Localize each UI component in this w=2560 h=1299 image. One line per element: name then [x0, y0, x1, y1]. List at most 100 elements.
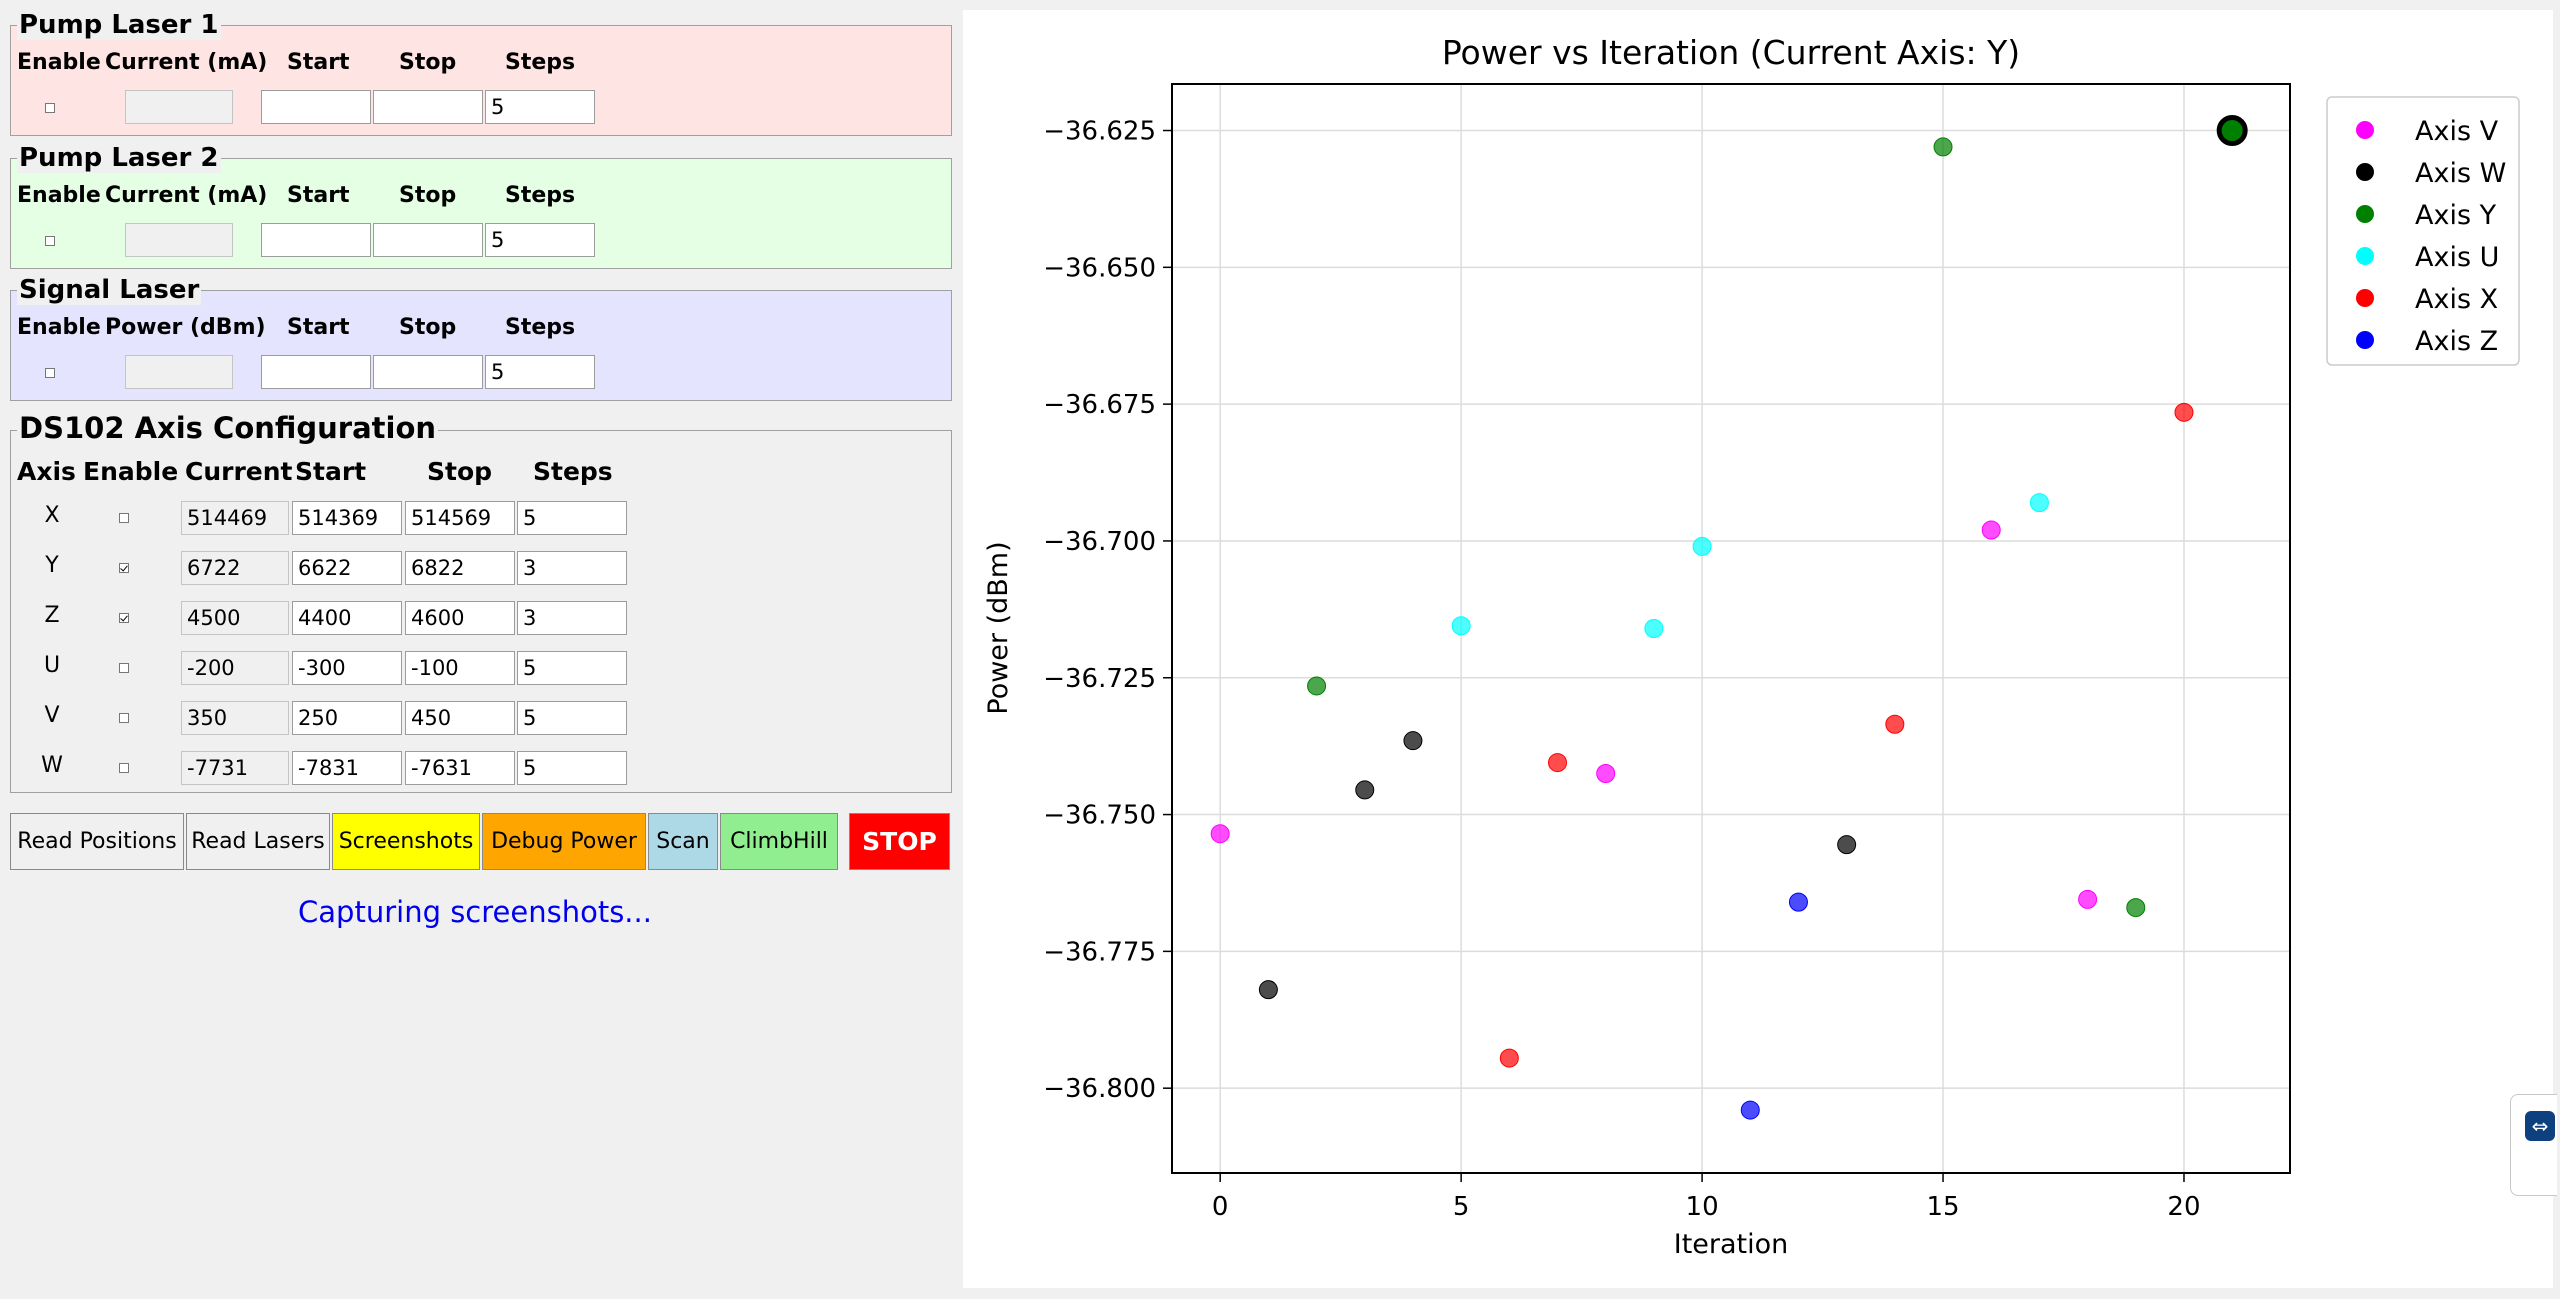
- axis-y-stop-field[interactable]: 6822: [405, 551, 515, 585]
- legend-box: [2326, 96, 2520, 366]
- legend-entry: Axis Z: [2415, 326, 2498, 357]
- axis-x-enable-checkbox[interactable]: [119, 513, 129, 523]
- pump1-start-field[interactable]: [261, 90, 371, 124]
- chart-title: Power vs Iteration (Current Axis: Y): [1442, 33, 2020, 72]
- pump1-start-header: Start: [287, 50, 350, 75]
- data-point-axis-x: [2174, 402, 2194, 422]
- pump1-stop-field[interactable]: [373, 90, 483, 124]
- pump2-start-field[interactable]: [261, 223, 371, 257]
- data-point-axis-z: [1740, 1100, 1760, 1120]
- legend-marker: [2356, 289, 2374, 307]
- axis-v-stop-field[interactable]: 450: [405, 701, 515, 735]
- axis-w-start-field[interactable]: -7831: [292, 751, 402, 785]
- pump1-steps-header: Steps: [505, 50, 576, 75]
- plot-canvas: Power vs Iteration (Current Axis: Y) 0 5 1…: [963, 10, 2553, 1288]
- signal-laser-panel: Signal Laser Enable Power (dBm) Start St…: [10, 275, 952, 401]
- teamviewer-icon: ⇔: [2525, 1111, 2555, 1141]
- axis-u-steps-field[interactable]: 5: [517, 651, 627, 685]
- axis-z-label: Z: [44, 603, 60, 628]
- legend-marker: [2356, 331, 2374, 349]
- axis-u-current-field[interactable]: -200: [181, 651, 289, 685]
- axis-y-start-field[interactable]: 6622: [292, 551, 402, 585]
- signal-start-field[interactable]: [261, 355, 371, 389]
- axis-z-current-field[interactable]: 4500: [181, 601, 289, 635]
- axis-v-enable-checkbox[interactable]: [119, 713, 129, 723]
- axis-x-steps-field[interactable]: 5: [517, 501, 627, 535]
- read-positions-button[interactable]: Read Positions: [10, 813, 184, 870]
- data-point-axis-x: [1548, 753, 1568, 773]
- x-tick-label: 20: [2167, 1192, 2200, 1222]
- pump2-current-field[interactable]: [125, 223, 233, 257]
- legend-marker: [2356, 121, 2374, 139]
- axis-y-label: Y: [45, 553, 59, 578]
- axis-u-stop-field[interactable]: -100: [405, 651, 515, 685]
- axis-z-steps-field[interactable]: 3: [517, 601, 627, 635]
- y-tick-label: −36.650: [1043, 253, 1156, 283]
- climbhill-button[interactable]: ClimbHill: [720, 813, 838, 870]
- signal-steps-field[interactable]: 5: [485, 355, 595, 389]
- x-tick-label: 15: [1926, 1192, 1959, 1222]
- chart-legend: Axis V Axis W Axis Y Axis U Axis X Axis Z: [2326, 96, 2520, 366]
- teamviewer-tab[interactable]: ⇔: [2510, 1094, 2557, 1196]
- read-lasers-button[interactable]: Read Lasers: [186, 813, 330, 870]
- axis-w-enable-checkbox[interactable]: [119, 763, 129, 773]
- axis-z-stop-field[interactable]: 4600: [405, 601, 515, 635]
- pump1-steps-field[interactable]: 5: [485, 90, 595, 124]
- signal-power-field[interactable]: [125, 355, 233, 389]
- data-point-axis-w: [1403, 731, 1423, 751]
- signal-enable-checkbox[interactable]: [45, 368, 55, 378]
- axis-u-start-field[interactable]: -300: [292, 651, 402, 685]
- pump1-enable-header: Enable: [17, 50, 101, 75]
- data-point-axis-w: [1837, 835, 1857, 855]
- debug-power-button[interactable]: Debug Power: [482, 813, 646, 870]
- data-point-axis-v: [1210, 824, 1230, 844]
- x-tick-label: 10: [1686, 1192, 1719, 1222]
- signal-laser-title: Signal Laser: [17, 275, 202, 305]
- status-text: Capturing screenshots...: [298, 895, 652, 929]
- pump2-enable-checkbox[interactable]: [45, 236, 55, 246]
- axis-w-current-field[interactable]: -7731: [181, 751, 289, 785]
- legend-marker: [2356, 205, 2374, 223]
- axis-x-label: X: [44, 503, 60, 528]
- axis-w-steps-field[interactable]: 5: [517, 751, 627, 785]
- signal-stop-field[interactable]: [373, 355, 483, 389]
- axis-x-stop-field[interactable]: 514569: [405, 501, 515, 535]
- axis-w-stop-field[interactable]: -7631: [405, 751, 515, 785]
- data-point-axis-v: [2078, 889, 2098, 909]
- x-tick-label: 0: [1212, 1192, 1229, 1222]
- axis-z-start-field[interactable]: 4400: [292, 601, 402, 635]
- pump2-stop-field[interactable]: [373, 223, 483, 257]
- pump2-steps-field[interactable]: 5: [485, 223, 595, 257]
- axis-y-steps-field[interactable]: 3: [517, 551, 627, 585]
- pump-laser-1-panel: Pump Laser 1 Enable Current (mA) Start S…: [10, 10, 952, 136]
- pump1-current-field[interactable]: [125, 90, 233, 124]
- chart-marks: [1210, 115, 2248, 1120]
- axis-x-current-field[interactable]: 514469: [181, 501, 289, 535]
- stop-button[interactable]: STOP: [849, 813, 950, 870]
- scan-button[interactable]: Scan: [648, 813, 718, 870]
- steps-header: Steps: [533, 457, 613, 486]
- axis-v-steps-field[interactable]: 5: [517, 701, 627, 735]
- axis-w-label: W: [41, 753, 63, 778]
- pump2-steps-header: Steps: [505, 183, 576, 208]
- y-tick-label: −36.750: [1043, 801, 1156, 831]
- pump2-enable-header: Enable: [17, 183, 101, 208]
- chart-grid: [1172, 84, 2290, 1173]
- axis-y-enable-checkbox[interactable]: [119, 563, 129, 573]
- screenshots-button[interactable]: Screenshots: [332, 813, 480, 870]
- axis-x-start-field[interactable]: 514369: [292, 501, 402, 535]
- pump1-enable-checkbox[interactable]: [45, 103, 55, 113]
- legend-entry: Axis X: [2415, 284, 2498, 315]
- axis-z-enable-checkbox[interactable]: [119, 613, 129, 623]
- start-header: Start: [295, 457, 367, 486]
- axis-v-current-field[interactable]: 350: [181, 701, 289, 735]
- signal-start-header: Start: [287, 315, 350, 340]
- legend-entry: Axis W: [2415, 158, 2506, 189]
- ds102-axis-panel: DS102 Axis Configuration Axis Enable Cur…: [10, 413, 952, 793]
- data-point-axis-y: [1307, 676, 1327, 696]
- axis-u-enable-checkbox[interactable]: [119, 663, 129, 673]
- axis-y-current-field[interactable]: 6722: [181, 551, 289, 585]
- ds102-title: DS102 Axis Configuration: [17, 411, 439, 445]
- axis-v-start-field[interactable]: 250: [292, 701, 402, 735]
- data-point-axis-y: [1933, 137, 1953, 157]
